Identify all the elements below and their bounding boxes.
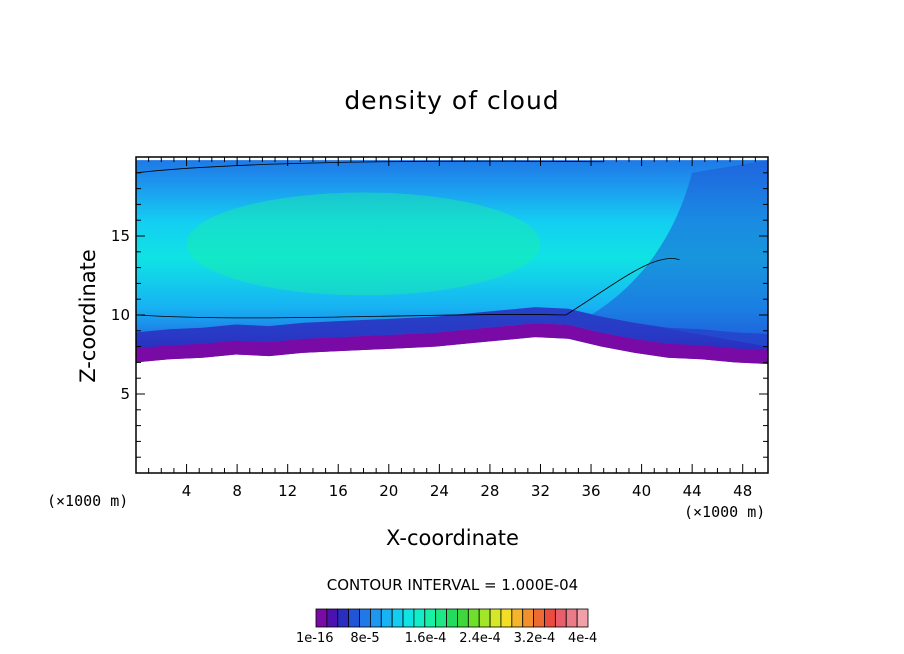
colorbar-swatch	[565, 608, 578, 628]
colorbar-swatch	[391, 608, 404, 628]
x-tick-label: 36	[581, 482, 600, 500]
cloud-core	[186, 192, 541, 296]
colorbar-swatch	[369, 608, 382, 628]
colorbar-swatch	[576, 608, 589, 628]
colorbar-swatch	[446, 608, 458, 628]
contour-line-base	[136, 258, 680, 319]
x-tick-label: 4	[182, 482, 192, 500]
x-axis-label: X-coordinate	[386, 526, 519, 550]
colorbar-label: 1.6e-4	[404, 631, 447, 646]
x-unit-note-right: (×1000 m)	[684, 503, 766, 521]
contour-interval-text: CONTOUR INTERVAL = 1.000E-04	[326, 576, 579, 594]
x-tick-label: 28	[480, 482, 499, 500]
colorbar-swatch	[500, 608, 513, 628]
colorbar-swatch	[359, 608, 371, 628]
x-tick-label: 12	[278, 482, 297, 500]
x-tick-label: 8	[232, 482, 242, 500]
colorbar-swatch	[424, 608, 437, 628]
colorbar-swatch	[489, 608, 502, 628]
contour-line-top	[136, 160, 604, 174]
colorbar-swatch	[457, 608, 469, 628]
colorbar-swatch	[467, 608, 480, 628]
colorbar-label: 4e-4	[568, 631, 598, 646]
y-tick-label: 5	[120, 385, 130, 403]
colorbar-swatch	[402, 608, 415, 628]
colorbar-swatch	[533, 608, 545, 628]
right-plume-region	[591, 160, 768, 347]
colorbar-swatch	[348, 608, 360, 628]
x-tick-label: 32	[531, 482, 550, 500]
colorbar-swatch	[315, 608, 328, 628]
chart-title: density of cloud	[344, 86, 560, 115]
x-tick-label: 40	[632, 482, 651, 500]
y-tick-label: 15	[111, 227, 130, 245]
colorbar-swatch	[435, 608, 447, 628]
y-axis-label: Z-coordinate	[76, 249, 100, 383]
colorbar-label: 8e-5	[350, 631, 380, 646]
x-tick-label: 44	[683, 482, 702, 500]
x-axis: 4 8 12 16 20 24 28 32 36 40 44 48	[148, 157, 756, 500]
colorbar-swatch	[478, 608, 491, 628]
colorbar-swatch	[337, 608, 350, 628]
colorbar-swatch	[413, 608, 426, 628]
colorbar-swatch	[522, 608, 534, 628]
cloud-density-field	[136, 157, 768, 473]
x-unit-note-left: (×1000 m)	[47, 492, 129, 510]
y-tick-label: 10	[111, 306, 130, 324]
colorbar-swatch	[554, 608, 567, 628]
colorbar-swatch	[511, 608, 524, 628]
x-tick-label: 16	[329, 482, 348, 500]
colorbar-swatch	[326, 608, 339, 628]
colorbar-labels: 1e-16 8e-5 1.6e-4 2.4e-4 3.2e-4 4e-4	[0, 631, 904, 651]
y-axis: 5 10 15	[111, 172, 768, 458]
x-tick-label: 48	[733, 482, 752, 500]
colorbar-swatch	[380, 608, 393, 628]
colorbar	[315, 608, 589, 628]
colorbar-label: 2.4e-4	[459, 631, 501, 646]
cloud-lower-band	[136, 307, 768, 350]
colorbar-label: 1e-16	[296, 631, 334, 646]
colorbar-swatch	[544, 608, 556, 628]
x-tick-label: 24	[430, 482, 449, 500]
colorbar-label: 3.2e-4	[513, 631, 556, 646]
cloud-base-band	[136, 323, 768, 364]
x-tick-label: 20	[379, 482, 398, 500]
